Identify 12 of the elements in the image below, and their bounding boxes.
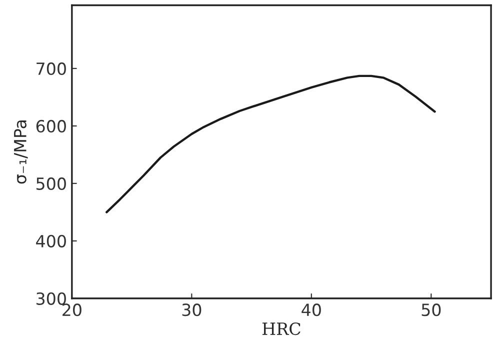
line-series — [106, 74, 436, 214]
x-tick-label: 40 — [302, 304, 321, 316]
x-tick-label: 50 — [422, 304, 441, 316]
x-axis-title: HRC — [262, 322, 300, 336]
y-tick-label: 700 — [36, 62, 66, 76]
y-tick-label: 400 — [36, 234, 66, 248]
y-axis-title: σ₋₁/MPa — [14, 120, 28, 184]
x-tick-label: 30 — [182, 304, 202, 316]
y-tick-label: 500 — [36, 177, 66, 190]
x-tick-label: 20 — [62, 304, 82, 316]
y-tick-label: 300 — [36, 292, 66, 305]
y-tick-label: 600 — [36, 120, 66, 133]
